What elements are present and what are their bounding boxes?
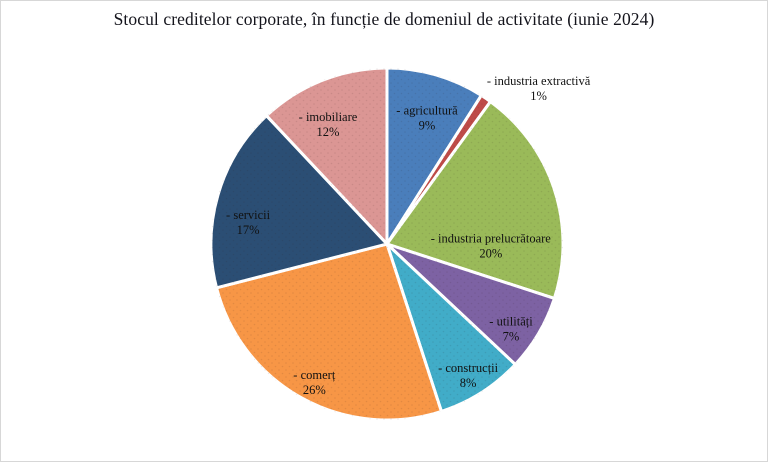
slice-label-comert: - comerț 26% <box>293 368 336 397</box>
chart-title: Stocul creditelor corporate, în funcție … <box>113 9 655 29</box>
slice-label-name: - servicii <box>226 208 271 222</box>
slice-label-name: - utilități <box>489 315 533 329</box>
slice-label-agricultura: - agricultură 9% <box>396 103 458 132</box>
slice-label-imobiliare: - imobiliare 12% <box>299 110 358 139</box>
slice-label-utilitati: - utilități 7% <box>489 315 533 344</box>
slice-label-name: - construcții <box>438 361 499 375</box>
slice-label-industria-extractiva: - industria extractivă 1% <box>487 74 591 103</box>
slice-label-value: 12% <box>317 125 340 139</box>
slice-label-value: 17% <box>237 223 260 237</box>
pie-slice-texture-imobiliare <box>266 68 387 244</box>
pie-slice-texture-comert <box>216 244 442 421</box>
pie-slice-texture-utilitati <box>387 244 555 365</box>
slice-label-value: 26% <box>303 383 326 397</box>
pie-slice-texture-agricultura <box>387 68 482 244</box>
slice-label-name: - industria prelucrătoare <box>431 232 552 246</box>
slice-label-servicii: - servicii 17% <box>226 208 271 237</box>
slice-label-name: - industria extractivă <box>487 74 591 88</box>
slice-label-value: 9% <box>419 118 436 132</box>
slice-label-name: - imobiliare <box>299 110 358 124</box>
slice-label-value: 20% <box>479 247 502 261</box>
slice-label-value: 7% <box>503 330 520 344</box>
pie-slice-texture-constructii <box>387 244 516 412</box>
pie-slice-texture-industria-prelucratoare <box>387 101 564 299</box>
slice-label-value: 1% <box>530 89 547 103</box>
slice-label-industria-prelucratoare: - industria prelucrătoare 20% <box>431 232 552 261</box>
slice-label-value: 8% <box>460 376 477 390</box>
slice-label-constructii: - construcții 8% <box>438 361 499 390</box>
slice-label-name: - agricultură <box>396 103 458 117</box>
slice-label-name: - comerț <box>293 368 336 382</box>
pie-slice-texture-servicii <box>211 115 387 288</box>
